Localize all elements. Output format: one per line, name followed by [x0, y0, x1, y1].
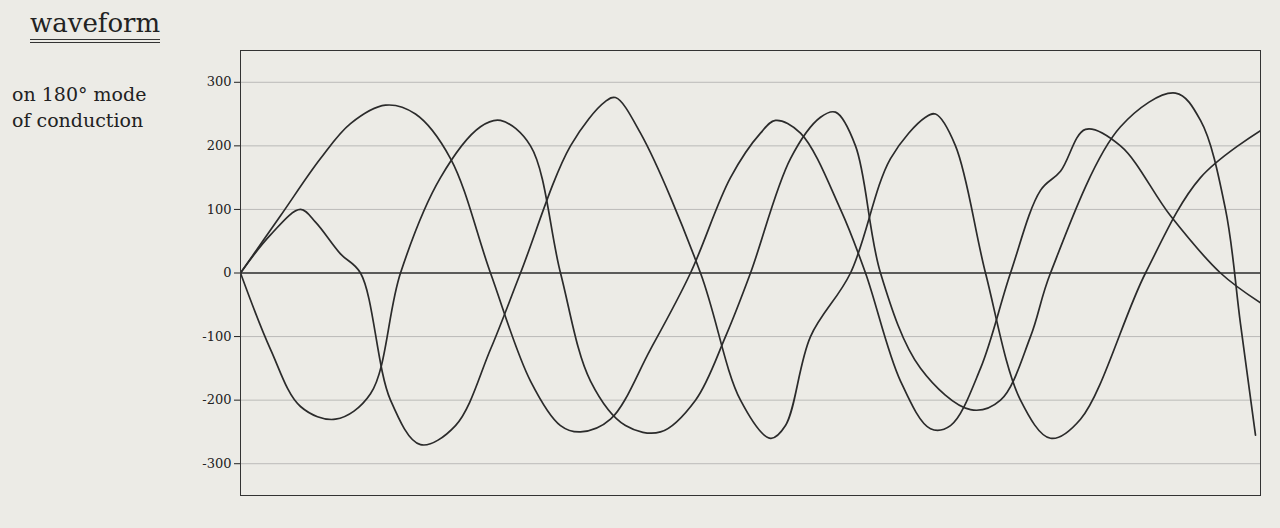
svg-text:300: 300	[207, 74, 232, 89]
html-text:on 180° mode of conduction: on 180° mode of conduction	[12, 83, 147, 131]
svg-text:-200: -200	[202, 392, 231, 407]
html-text:waveform: waveform	[30, 8, 161, 38]
svg-text:100: 100	[207, 202, 232, 217]
svg-text:200: 200	[207, 138, 232, 153]
svg-text:-300: -300	[202, 456, 231, 471]
svg-text:0: 0	[223, 265, 231, 280]
svg-text:-100: -100	[202, 329, 231, 344]
